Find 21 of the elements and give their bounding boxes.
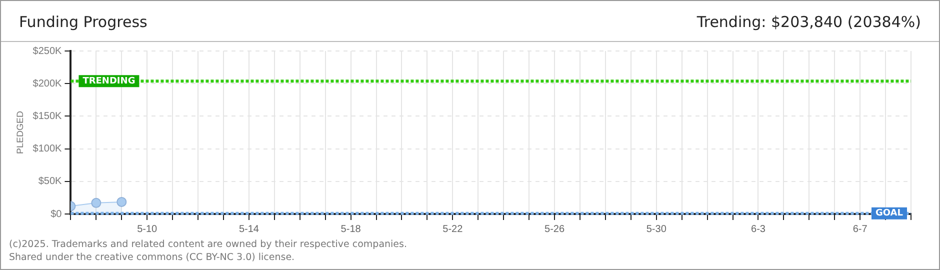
text: Shared under the creative commons (CC BY-NC 3.0) license. (9, 252, 295, 263)
chart-title: Funding Progress (19, 13, 148, 31)
x-tick-label: 5-10 (137, 224, 158, 235)
y-tick-label: $50K (38, 176, 62, 188)
x-tick-label: 5-18 (340, 224, 362, 235)
y-tick-label: $150K (32, 110, 62, 122)
ref-line-label: GOAL (876, 208, 904, 219)
ref-line-label: TRENDING (82, 76, 136, 86)
y-tick-label: $100K (32, 144, 62, 155)
x-tick-label: 5-14 (238, 224, 260, 235)
y-tick-label: $200K (32, 78, 62, 90)
chart-subtitle: Trending: $203,840 (20384%) (696, 13, 921, 31)
y-tick-label: $250K (32, 46, 62, 57)
x-tick-label: 5-26 (544, 224, 565, 235)
x-tick-label: 5-22 (442, 224, 464, 235)
x-tick-label: 6-3 (750, 224, 766, 235)
x-tick-label: 5-30 (646, 224, 667, 235)
x-tick-label: 6-7 (852, 224, 868, 235)
text: (c)2025. Trademarks and related content are owned by their respective companies. (9, 239, 407, 250)
y-axis-title: PLEDGED (14, 110, 25, 154)
y-tick-label: $0 (50, 208, 62, 220)
